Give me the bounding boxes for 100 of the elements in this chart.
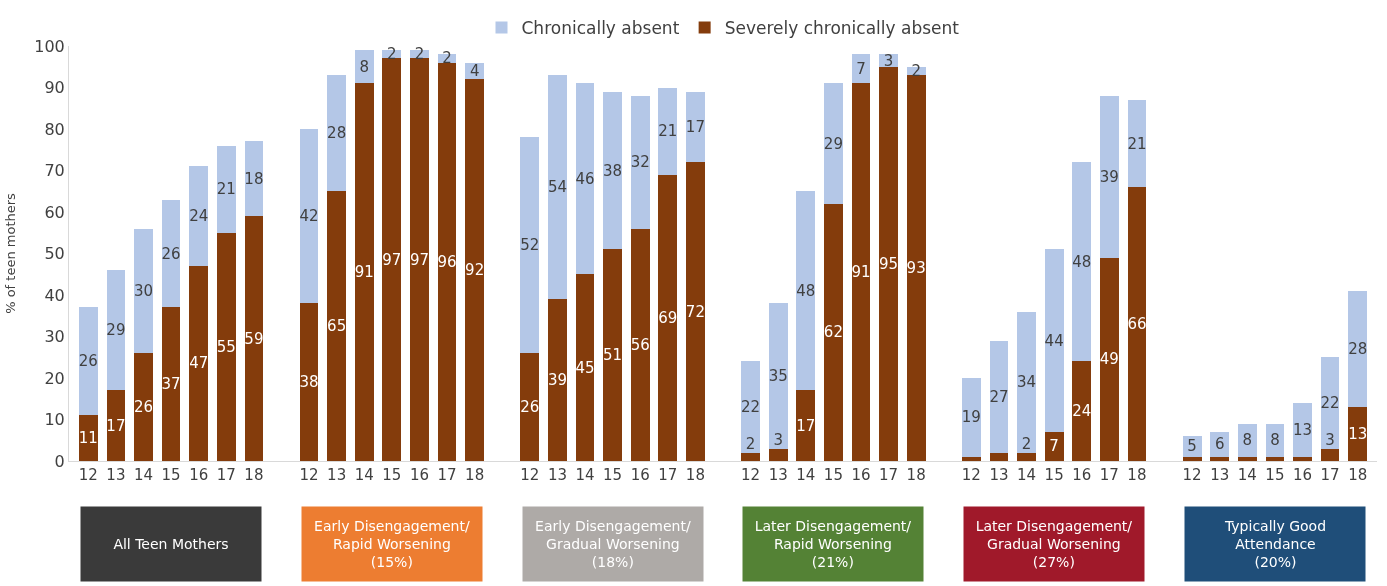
data-label: 54: [547, 178, 567, 197]
bar: [161, 307, 181, 461]
x-tick-label: 16: [409, 466, 430, 484]
x-tick-label: 13: [768, 466, 788, 484]
x-tick-label: 15: [603, 466, 623, 484]
y-tick-label: 10: [44, 410, 65, 430]
bar: [1044, 431, 1064, 461]
data-label: 44: [1044, 331, 1064, 350]
bar: [1265, 456, 1285, 461]
x-tick-label: 15: [161, 466, 181, 484]
bar: [189, 166, 209, 266]
data-label: 29: [823, 134, 843, 153]
bar: [658, 87, 678, 175]
data-label: 28: [327, 124, 347, 143]
bar: [78, 307, 98, 416]
data-label: 21: [216, 180, 236, 199]
bar: [575, 83, 595, 275]
data-label: 93: [906, 259, 926, 278]
x-tick-label: 17: [1320, 466, 1340, 484]
data-label: 92: [465, 261, 485, 280]
data-label: 91: [851, 263, 871, 282]
y-tick-label: 0: [54, 451, 65, 471]
data-label: 45: [575, 358, 595, 377]
bar: [1210, 456, 1230, 461]
bar: [437, 62, 457, 461]
data-label: 37: [161, 375, 181, 394]
x-tick-label: 14: [1016, 466, 1037, 484]
data-label: 2: [442, 49, 452, 68]
bar: [851, 83, 871, 461]
x-tick-label: 15: [823, 466, 843, 484]
bar: [327, 75, 347, 192]
data-label: 11: [78, 429, 98, 448]
bar: [989, 452, 1009, 461]
bar: [630, 95, 650, 229]
data-label: 46: [575, 169, 595, 188]
data-label: 26: [520, 398, 540, 417]
text: Typically Good Attendance (20%): [1223, 517, 1327, 571]
x-tick-label: 13: [1210, 466, 1230, 484]
data-label: 48: [796, 281, 816, 300]
data-label: 8: [1242, 431, 1253, 450]
data-label: 38: [299, 373, 319, 392]
data-label: 72: [685, 302, 705, 321]
bar: [244, 216, 264, 461]
x-tick-label: 17: [879, 466, 899, 484]
data-label: 26: [133, 398, 154, 417]
data-label: 2: [1021, 434, 1032, 453]
text: Later Disengagement/ Rapid Worsening (21%): [754, 517, 912, 571]
data-label: 69: [658, 308, 678, 327]
y-tick-label: 60: [44, 202, 65, 222]
data-label: 32: [630, 153, 650, 172]
x-tick-label: 16: [1292, 466, 1313, 484]
data-label: 27: [989, 387, 1009, 406]
x-tick-label: 18: [1127, 466, 1147, 484]
x-tick-label: 18: [465, 466, 485, 484]
x-tick-label: 18: [1348, 466, 1368, 484]
data-label: 24: [189, 207, 209, 226]
data-label: 97: [409, 250, 429, 269]
data-label: 7: [856, 59, 866, 78]
x-tick-label: 14: [796, 466, 816, 484]
x-tick-label: 15: [1265, 466, 1285, 484]
data-label: 17: [796, 416, 816, 435]
bar: [354, 83, 374, 461]
x-tick-label: 14: [133, 466, 154, 484]
data-label: 2: [911, 61, 921, 80]
x-tick-label: 12: [299, 466, 319, 484]
data-label: 13: [1292, 420, 1313, 439]
bar: [1099, 257, 1119, 461]
bar: [410, 58, 429, 461]
data-label: 3: [883, 51, 894, 70]
data-label: 8: [359, 57, 370, 76]
data-label: 21: [658, 122, 678, 141]
bar: [520, 353, 540, 461]
bar: [989, 340, 1009, 453]
data-label: 29: [106, 321, 126, 340]
data-label: 55: [216, 337, 236, 356]
x-tick-label: 13: [989, 466, 1009, 484]
x-tick-label: 18: [906, 466, 926, 484]
data-label: 3: [773, 430, 783, 449]
bar: [106, 270, 126, 391]
data-label: 24: [1072, 402, 1092, 421]
data-label: 56: [630, 335, 650, 354]
x-tick-label: 16: [630, 466, 650, 484]
data-label: 26: [161, 244, 181, 263]
data-label: 42: [299, 207, 319, 226]
x-tick-label: 13: [106, 466, 126, 484]
data-label: 3: [1325, 430, 1335, 449]
data-label: 19: [961, 408, 981, 427]
data-label: 39: [547, 371, 567, 390]
bar: [548, 75, 567, 300]
data-label: 51: [603, 346, 623, 365]
x-tick-label: 17: [216, 466, 236, 484]
x-tick-label: 17: [658, 466, 678, 484]
data-label: 8: [1270, 431, 1280, 450]
bar: [134, 353, 153, 461]
data-label: 52: [520, 236, 540, 255]
data-label: 18: [244, 169, 264, 188]
bar: [1044, 249, 1064, 432]
data-label: 47: [189, 354, 209, 373]
bar: [824, 203, 843, 461]
bar: [879, 66, 898, 461]
